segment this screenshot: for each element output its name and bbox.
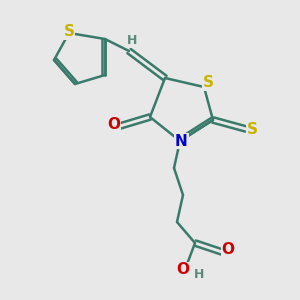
- Text: O: O: [221, 242, 235, 256]
- Text: S: S: [247, 122, 257, 136]
- Text: H: H: [127, 34, 137, 47]
- Text: N: N: [175, 134, 188, 148]
- Text: S: S: [64, 24, 74, 39]
- Text: O: O: [107, 117, 121, 132]
- Text: H: H: [194, 268, 205, 281]
- Text: S: S: [203, 75, 214, 90]
- Text: O: O: [176, 262, 190, 278]
